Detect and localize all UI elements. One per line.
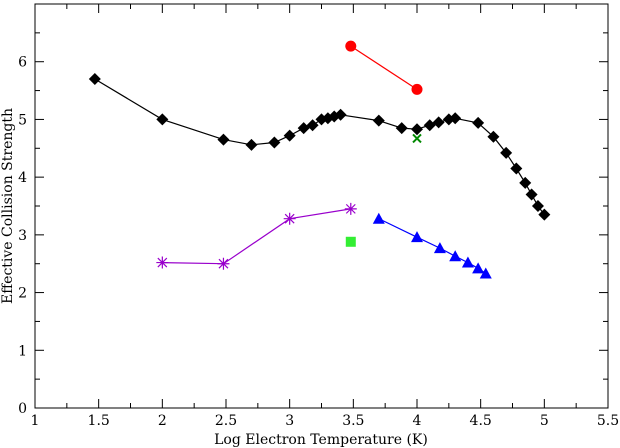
data-point (461, 256, 474, 268)
series-triangle (372, 212, 492, 279)
data-point (156, 256, 169, 269)
data-point (531, 200, 544, 212)
x-tick-label: 5.5 (597, 413, 619, 429)
series-line (350, 45, 418, 90)
series-circle (345, 40, 423, 95)
data-point (411, 231, 423, 243)
data-point (412, 133, 422, 144)
data-point (487, 130, 500, 143)
data-point (372, 212, 385, 224)
data-point (472, 116, 485, 129)
data-point (217, 257, 230, 270)
data-point (395, 122, 408, 135)
data-point (433, 242, 446, 254)
data-point (345, 40, 357, 52)
x-tick-label: 4 (413, 413, 422, 429)
x-tick-label: 2.5 (215, 413, 237, 429)
series-line (94, 78, 545, 216)
y-tick-label: 3 (18, 228, 27, 244)
data-point (372, 114, 385, 127)
data-point (472, 262, 485, 274)
data-point (479, 267, 492, 279)
series-layer (88, 40, 551, 279)
data-point (519, 176, 532, 189)
data-point (411, 123, 423, 136)
data-point (432, 116, 445, 129)
y-tick-label: 5 (18, 112, 27, 128)
data-point (500, 146, 513, 159)
series-line (162, 208, 351, 265)
data-point (283, 129, 296, 142)
series-diamond (88, 73, 551, 221)
data-point (245, 138, 258, 151)
data-point (334, 108, 347, 121)
data-point (538, 208, 551, 221)
data-point (283, 212, 296, 225)
series-x (412, 133, 422, 144)
data-point (411, 83, 423, 95)
y-tick-label: 2 (18, 286, 27, 302)
data-point (268, 136, 281, 149)
x-tick-label: 1 (31, 413, 40, 429)
data-point (217, 133, 230, 146)
data-point (88, 73, 101, 86)
x-tick-label: 1.5 (88, 413, 110, 429)
data-point (297, 122, 310, 135)
y-axis-label: Effective Collision Strength (0, 108, 16, 304)
series-star (156, 202, 357, 270)
data-point (423, 119, 436, 132)
y-tick-label: 0 (18, 401, 27, 417)
y-tick-label: 4 (18, 170, 27, 186)
plot-frame (34, 3, 609, 409)
y-tick-label: 1 (18, 343, 27, 359)
x-tick-label: 3 (285, 413, 294, 429)
data-point (156, 113, 169, 126)
x-tick-label: 5 (540, 413, 549, 429)
x-axis-label: Log Electron Temperature (K) (214, 432, 428, 448)
series-square (345, 236, 356, 247)
x-tick-label: 3.5 (342, 413, 364, 429)
data-point (306, 119, 319, 132)
data-point (449, 250, 462, 262)
data-point (345, 236, 356, 247)
data-point (449, 112, 462, 125)
x-tick-label: 2 (158, 413, 167, 429)
data-point (344, 202, 357, 215)
data-point (510, 162, 523, 175)
data-point (525, 188, 538, 201)
x-tick-label: 4.5 (470, 413, 492, 429)
y-tick-label: 6 (18, 55, 27, 71)
